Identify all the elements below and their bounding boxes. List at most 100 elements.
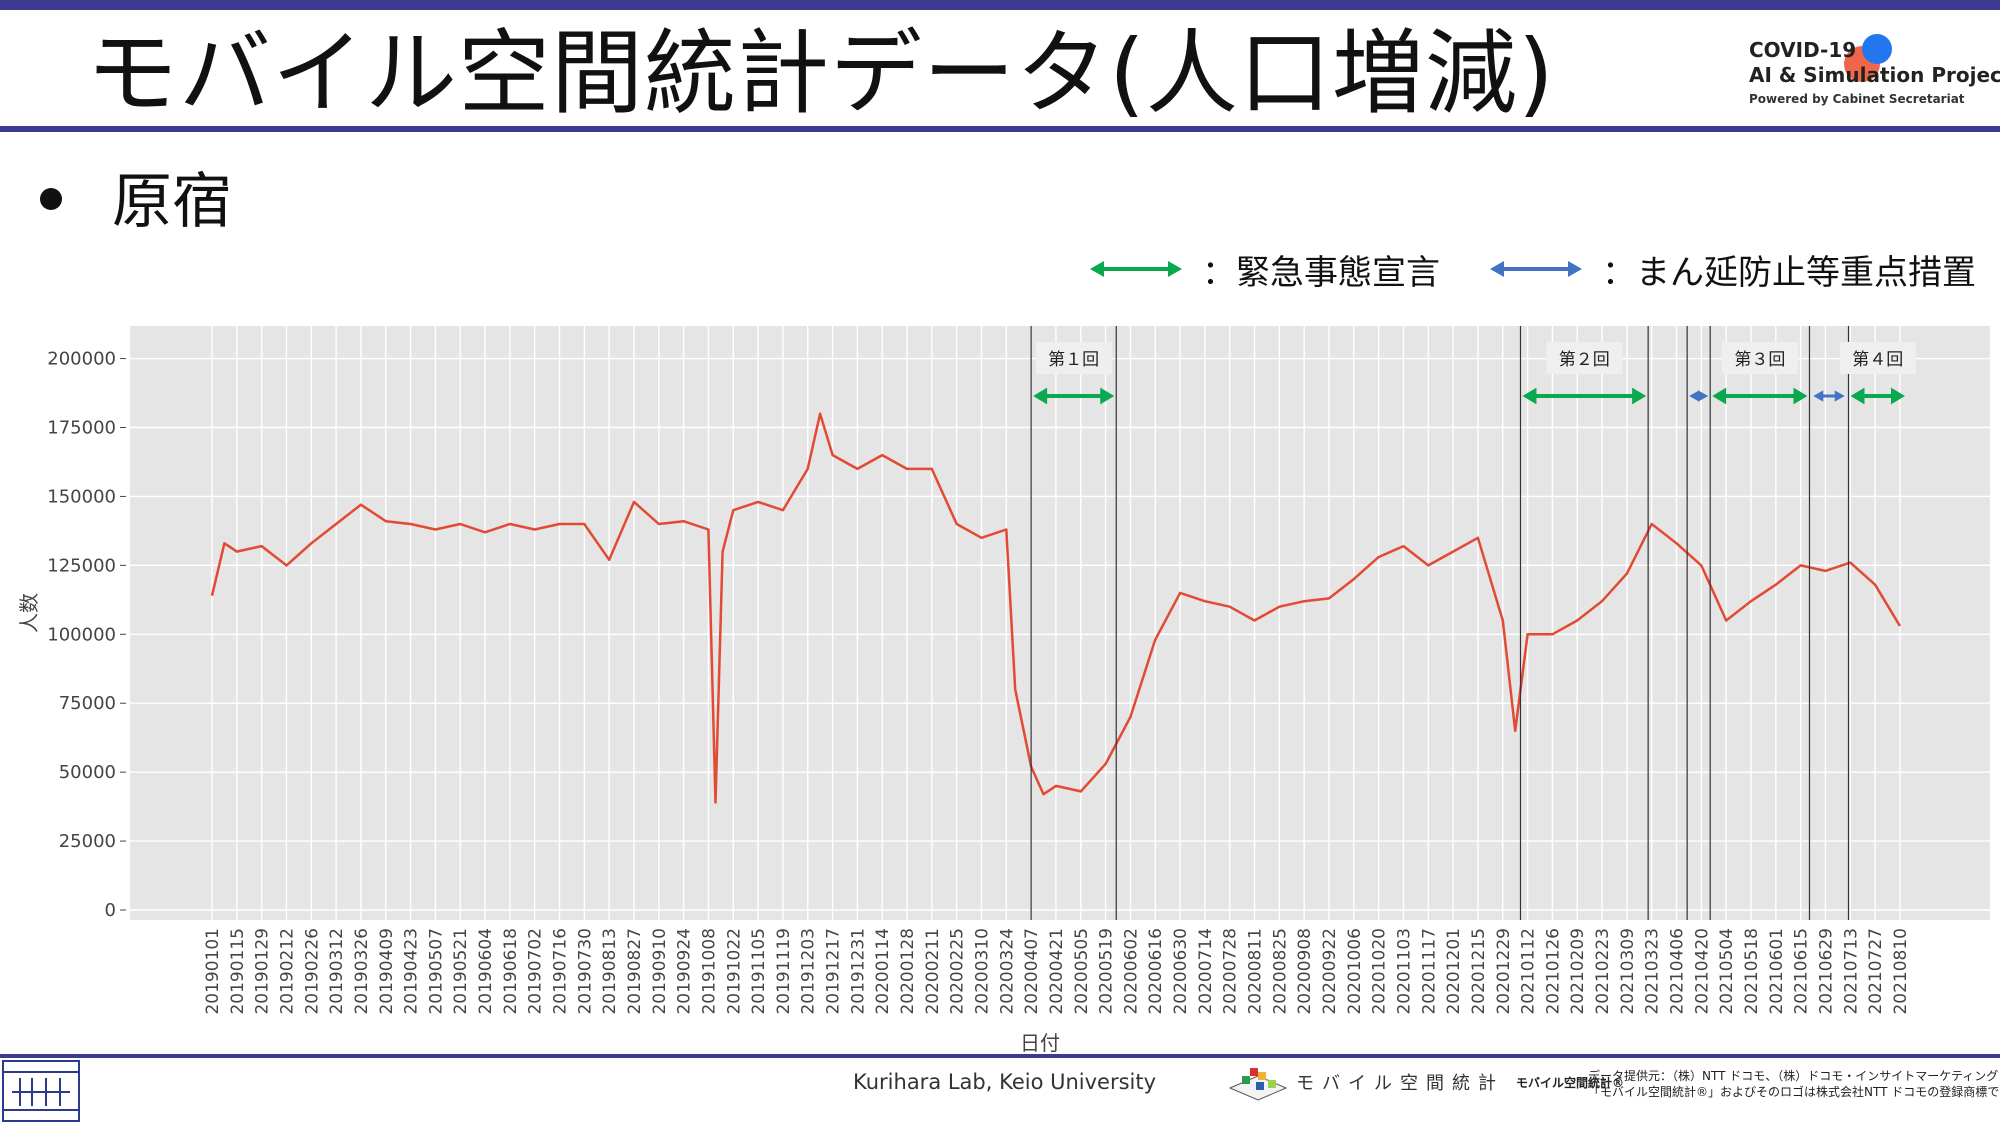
priority-arrow-head [1813, 390, 1824, 402]
x-tick-label: 20190521 [451, 928, 471, 1015]
bullet-item: 原宿 [40, 162, 232, 242]
x-tick-label: 20210727 [1866, 928, 1886, 1015]
x-tick-label: 20210601 [1767, 928, 1787, 1015]
x-tick-label: 20190226 [302, 928, 322, 1015]
emergency-arrow-head [1522, 387, 1537, 405]
data-credit: データ提供元：（株）NTT ドコモ、（株）ドコモ・インサイトマーケティング 「モ… [1588, 1068, 2000, 1100]
x-tick-label: 20210518 [1742, 928, 1762, 1015]
legend-emergency-label: ：緊急事態宣言 [1202, 252, 1440, 293]
x-tick-label: 20200922 [1320, 928, 1340, 1015]
y-tick-label: 200000 [47, 349, 116, 370]
x-tick-label: 20200211 [923, 928, 943, 1015]
x-tick-label: 20191105 [749, 928, 769, 1015]
x-tick-label: 20201215 [1469, 928, 1489, 1015]
x-tick-label: 20190827 [625, 928, 645, 1015]
emergency-arrow-head [1850, 387, 1865, 405]
logo-line3: Powered by Cabinet Secretariat [1749, 92, 1965, 106]
emergency-arrow-head [1712, 387, 1727, 405]
x-tick-label: 20210309 [1618, 928, 1638, 1015]
emergency-arrow-head [1033, 387, 1048, 405]
x-axis-label: 日付 [1020, 1031, 1060, 1054]
population-line-chart: 20190101 20190115 20190129 20190212 20190226… [17, 326, 1990, 1054]
legend-priority-label: ：まん延防止等重点措置 [1602, 252, 1976, 293]
x-tick-label: 20190312 [327, 928, 347, 1015]
priority-arrow-head [1834, 390, 1845, 402]
blue-double-arrow-icon [1490, 261, 1582, 277]
period-label: 第１回 [1048, 350, 1099, 370]
x-tick-label: 20210615 [1792, 928, 1812, 1015]
bullet-text: 原宿 [112, 167, 232, 237]
x-tick-label: 20190604 [476, 928, 496, 1015]
x-tick-label: 20210406 [1668, 928, 1688, 1015]
x-tick-label: 20200630 [1171, 928, 1191, 1015]
x-tick-label: 20190730 [575, 928, 595, 1015]
x-tick-label: 20200310 [972, 928, 992, 1015]
x-tick-label: 20191008 [699, 928, 719, 1015]
x-tick-label: 20210209 [1568, 928, 1588, 1015]
x-tick-label: 20200505 [1072, 928, 1092, 1015]
y-tick-label: 0 [105, 900, 116, 921]
x-tick-label: 20200421 [1047, 928, 1067, 1015]
y-tick-label: 100000 [47, 624, 116, 645]
y-tick-label: 150000 [47, 486, 116, 507]
x-tick-label: 20190910 [650, 928, 670, 1015]
period-label-bg [1721, 342, 1798, 374]
x-tick-label: 20210629 [1816, 928, 1836, 1015]
x-tick-label: 20201117 [1419, 928, 1439, 1015]
y-tick-label: 50000 [59, 762, 116, 783]
x-tick-label: 20201201 [1444, 928, 1464, 1015]
credit-line-1: データ提供元：（株）NTT ドコモ、（株）ドコモ・インサイトマーケティング [1588, 1069, 1999, 1083]
x-tick-label: 20200811 [1246, 928, 1266, 1015]
x-tick-label: 20200519 [1097, 928, 1117, 1015]
bullet-dot-icon [40, 188, 62, 211]
y-tick-label: 75000 [59, 693, 116, 714]
x-tick-label: 20190507 [426, 928, 446, 1015]
emergency-arrow-head [1793, 387, 1808, 405]
x-tick-label: 20210126 [1543, 928, 1563, 1015]
x-tick-label: 20200825 [1270, 928, 1290, 1015]
mobile-stats-cube-icon [1228, 1068, 1288, 1101]
x-tick-label: 20210112 [1519, 928, 1539, 1015]
x-tick-label: 20190115 [228, 928, 248, 1015]
x-tick-label: 20201020 [1370, 928, 1390, 1015]
x-tick-label: 20201006 [1345, 928, 1365, 1015]
x-tick-label: 20190423 [402, 928, 422, 1015]
period-label: 第２回 [1559, 350, 1610, 370]
x-tick-label: 20200616 [1146, 928, 1166, 1015]
slide-title: モバイル空間統計データ(人口増減) [86, 20, 1555, 127]
emergency-arrow-head [1632, 387, 1647, 405]
plot-background [130, 326, 1990, 920]
x-tick-label: 20200602 [1121, 928, 1141, 1015]
x-tick-label: 20200908 [1295, 928, 1315, 1015]
x-tick-label: 20210810 [1891, 928, 1911, 1015]
period-label-bg [1546, 342, 1623, 374]
x-tick-label: 20190326 [352, 928, 372, 1015]
legend-emergency: ：緊急事態宣言 [1090, 244, 1440, 294]
x-tick-label: 20190101 [203, 928, 223, 1015]
priority-arrow-head [1698, 390, 1709, 402]
mobile-stats-logo-text: モバイル空間統計 [1296, 1073, 1504, 1094]
x-tick-label: 20210504 [1717, 928, 1737, 1015]
x-tick-label: 20191217 [824, 928, 844, 1015]
mobile-stats-reg: モバイル空間統計® [1516, 1075, 1625, 1090]
logo-blue-dot-icon [1862, 34, 1892, 64]
x-tick-label: 20190618 [501, 928, 521, 1015]
x-tick-label: 20190702 [526, 928, 546, 1015]
lab-logo-icon [2, 1060, 80, 1122]
x-tick-label: 20190924 [675, 928, 695, 1015]
x-tick-label: 20200114 [873, 928, 893, 1015]
x-tick-label: 20201229 [1494, 928, 1514, 1015]
logo-line1: COVID-19 [1749, 38, 1857, 62]
y-tick-label: 175000 [47, 418, 116, 439]
x-tick-label: 20190716 [551, 928, 571, 1015]
priority-arrow-head [1689, 390, 1700, 402]
logo-line2: AI & Simulation Project [1749, 63, 2000, 87]
covid-project-logo: COVID-19 AI & Simulation Project Powered… [1745, 30, 2000, 120]
x-tick-label: 20190813 [600, 928, 620, 1015]
mobile-stats-logo: モバイル空間統計 モバイル空間統計® [1228, 1062, 1624, 1102]
x-tick-label: 20200714 [1196, 928, 1216, 1015]
x-tick-label: 20210713 [1841, 928, 1861, 1015]
x-tick-label: 20200407 [1022, 928, 1042, 1015]
period-label-bg [1035, 342, 1112, 374]
credit-line-2: 「モバイル空間統計®」およびそのロゴは株式会社NTT ドコモの登録商標です。 [1588, 1085, 2000, 1099]
